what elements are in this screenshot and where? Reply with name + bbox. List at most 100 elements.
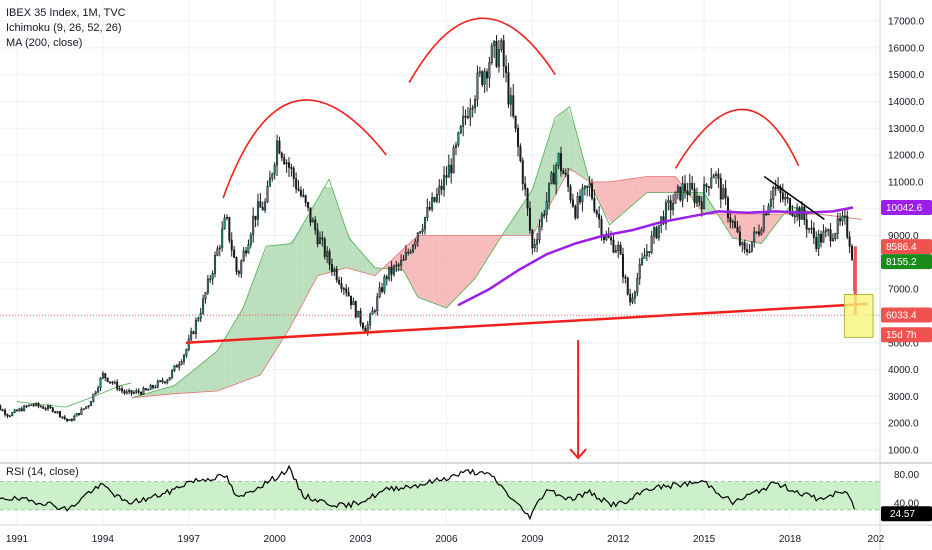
- candle-body: [495, 40, 498, 67]
- candle-body: [307, 202, 310, 209]
- candle-body: [626, 277, 629, 295]
- candle-body: [404, 252, 407, 260]
- cloud-segment: [367, 259, 375, 276]
- candle-body: [68, 419, 71, 422]
- legend-ichimoku[interactable]: Ichimoku (9, 26, 52, 26): [6, 22, 122, 34]
- candle-body: [223, 217, 226, 230]
- candle-body: [237, 271, 240, 274]
- candle-body: [629, 293, 632, 303]
- candle-body: [283, 157, 286, 165]
- candle-body: [703, 184, 706, 210]
- cloud-segment: [324, 186, 332, 274]
- candle-body: [819, 233, 823, 243]
- candle-body: [242, 250, 245, 262]
- candle-body: [247, 244, 250, 254]
- x-tick-label: 1994: [92, 534, 115, 545]
- price-badge: [881, 254, 932, 270]
- candle-body: [75, 413, 78, 417]
- cloud-segment: [246, 280, 254, 381]
- candle-body: [340, 283, 343, 289]
- legend-ma[interactable]: MA (200, close): [6, 37, 83, 49]
- cloud-segment: [417, 235, 425, 300]
- cloud-segment: [575, 128, 583, 178]
- candle-body: [109, 381, 112, 383]
- candle-body: [54, 411, 57, 413]
- cloud-segment: [603, 181, 612, 224]
- cloud-segment: [203, 356, 211, 392]
- cloud-segment: [281, 243, 289, 341]
- y-tick-label: 2000.0: [888, 419, 919, 430]
- candle-body: [204, 292, 207, 300]
- candle-body: [192, 331, 195, 334]
- candle-body: [130, 390, 133, 394]
- cloud-segment: [360, 251, 368, 274]
- candle-body: [662, 216, 665, 224]
- cloud-segment: [439, 235, 447, 308]
- candle-body: [490, 45, 493, 64]
- candle-body: [817, 233, 820, 249]
- candle-body: [373, 310, 376, 313]
- candle-body: [352, 301, 355, 306]
- candle-body: [447, 164, 450, 178]
- candle-body: [392, 265, 395, 275]
- candle-body: [810, 227, 813, 230]
- candle-body: [746, 249, 749, 252]
- candle-body: [245, 250, 248, 254]
- rsi-value-text: 24.57: [890, 509, 915, 520]
- cloud-segment: [339, 208, 347, 270]
- candle-body: [531, 229, 534, 249]
- candle-body: [827, 229, 830, 232]
- cloud-segment: [424, 235, 433, 303]
- candle-body: [92, 393, 95, 402]
- candle-body: [101, 373, 104, 379]
- candle-body: [784, 197, 787, 200]
- candle-body: [228, 216, 231, 241]
- candle-body: [684, 183, 687, 192]
- cloud-segment: [303, 211, 311, 303]
- cloud-segment: [632, 177, 640, 205]
- candle-body: [156, 381, 159, 388]
- candle-body: [497, 49, 500, 67]
- candle-body: [49, 405, 52, 409]
- candle-body: [657, 224, 660, 239]
- candle-body: [256, 201, 259, 220]
- candle-body: [383, 276, 386, 292]
- candle-body: [233, 249, 236, 258]
- candle-body: [173, 365, 176, 371]
- candle-body: [617, 244, 620, 251]
- candle-body: [586, 185, 589, 188]
- candle-body: [555, 165, 558, 185]
- candle-body: [171, 370, 174, 378]
- candle-body: [402, 259, 405, 261]
- candle-body: [583, 185, 586, 189]
- legend-title[interactable]: IBEX 35 Index, 1M, TVC: [6, 7, 126, 19]
- candle-body: [824, 229, 827, 233]
- candle-body: [15, 409, 19, 412]
- candle-body-last: [853, 246, 857, 316]
- legend-rsi[interactable]: RSI (14, close): [6, 466, 79, 478]
- candle-body: [550, 172, 553, 184]
- candle-body: [142, 388, 145, 395]
- candle-body: [512, 95, 515, 117]
- candle-body: [543, 214, 546, 216]
- cloud-segment: [489, 235, 497, 256]
- candle-body: [717, 173, 720, 179]
- candle-body: [182, 354, 186, 362]
- candle-body: [154, 386, 157, 389]
- candle-body: [433, 197, 436, 202]
- candle-body: [686, 190, 689, 195]
- candle-body: [123, 390, 126, 394]
- candle-body: [440, 185, 443, 190]
- candle-body: [767, 205, 770, 215]
- cloud-segment: [288, 236, 297, 330]
- x-tick-label: 2012: [607, 534, 630, 545]
- target-arrow-head: [569, 448, 587, 460]
- head-shoulders-arc: [222, 99, 387, 199]
- candle-body: [600, 218, 603, 237]
- candle-body: [691, 183, 694, 190]
- cloud-segment: [174, 379, 182, 394]
- cloud-segment: [596, 181, 604, 213]
- candle-body: [97, 387, 100, 393]
- candle-body: [106, 377, 109, 382]
